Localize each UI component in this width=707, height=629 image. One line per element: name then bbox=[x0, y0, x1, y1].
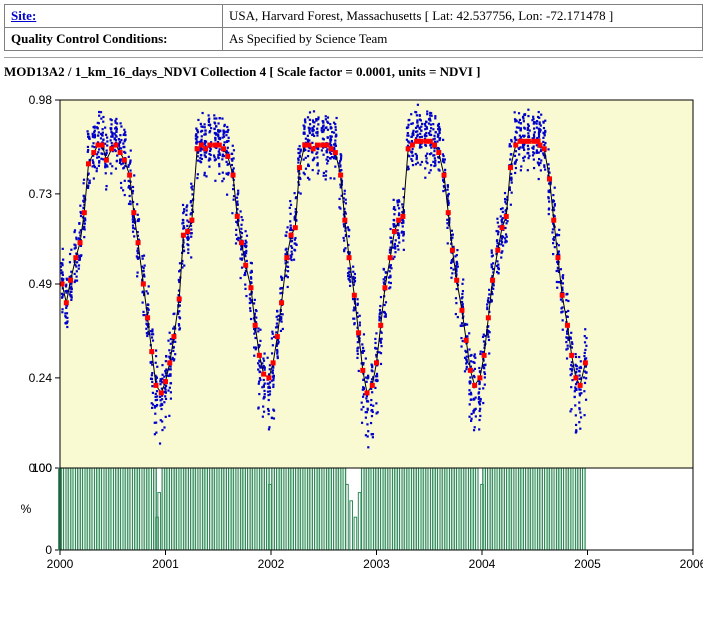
svg-text:2002: 2002 bbox=[258, 557, 285, 571]
svg-text:0.73: 0.73 bbox=[29, 187, 53, 201]
svg-text:100: 100 bbox=[32, 461, 52, 475]
svg-text:2001: 2001 bbox=[152, 557, 179, 571]
svg-text:2003: 2003 bbox=[363, 557, 390, 571]
svg-text:0: 0 bbox=[45, 543, 52, 557]
site-value-cell: USA, Harvard Forest, Massachusetts [ Lat… bbox=[223, 5, 703, 28]
svg-text:2000: 2000 bbox=[47, 557, 74, 571]
qc-value-cell: As Specified by Science Team bbox=[223, 28, 703, 51]
separator bbox=[4, 57, 703, 58]
chart-title: MOD13A2 / 1_km_16_days_NDVI Collection 4… bbox=[4, 64, 703, 80]
svg-text:2005: 2005 bbox=[574, 557, 601, 571]
ndvi-chart: 0.000.240.490.730.980100%200020012002200… bbox=[4, 86, 703, 606]
site-key-cell: Site: bbox=[5, 5, 223, 28]
svg-text:0.98: 0.98 bbox=[29, 93, 53, 107]
svg-text:2006: 2006 bbox=[680, 557, 703, 571]
qc-key-cell: Quality Control Conditions: bbox=[5, 28, 223, 51]
svg-text:%: % bbox=[21, 502, 32, 516]
metadata-table: Site: USA, Harvard Forest, Massachusetts… bbox=[4, 4, 703, 51]
svg-text:2004: 2004 bbox=[469, 557, 496, 571]
site-link[interactable]: Site: bbox=[11, 8, 36, 23]
svg-text:0.24: 0.24 bbox=[29, 371, 53, 385]
svg-text:0.49: 0.49 bbox=[29, 277, 53, 291]
